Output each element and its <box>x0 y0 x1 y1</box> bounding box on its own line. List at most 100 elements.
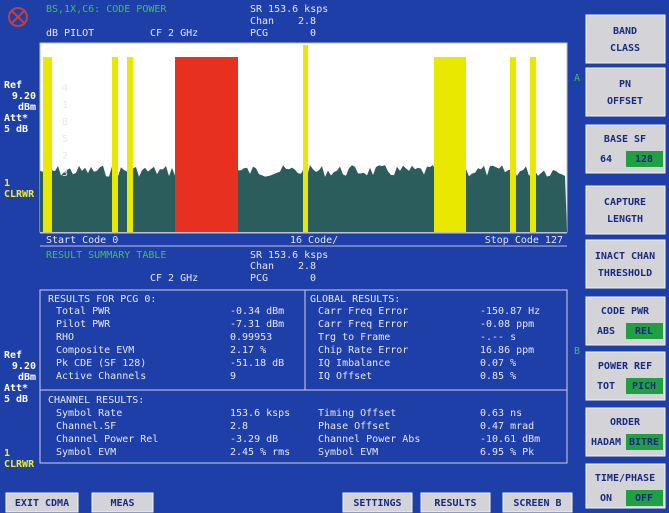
result-value: 0.99953 <box>230 332 272 343</box>
trace-mode: CLRWR <box>4 459 35 470</box>
softkey[interactable] <box>585 67 666 117</box>
hotkey[interactable] <box>91 492 154 513</box>
screen-title: BS,1X,C6: CODE POWER <box>46 4 167 15</box>
softkey[interactable] <box>585 14 666 64</box>
code-bar <box>112 57 118 232</box>
result-label: Pk CDE (SF 128) <box>56 358 146 369</box>
result-value: 153.6 ksps <box>230 408 290 419</box>
softkey[interactable] <box>585 185 666 235</box>
code-bar <box>303 45 308 232</box>
result-value: -3.29 dB <box>230 434 278 445</box>
result-label: Active Channels <box>56 371 146 382</box>
softkey-label: THRESHOLD <box>598 268 652 279</box>
result-label: Channel Power Rel <box>56 434 158 445</box>
hotkey-label: MEAS <box>110 498 134 509</box>
softkey-label: ORDER <box>610 417 641 428</box>
softkey-label: CODE PWR <box>601 306 650 317</box>
result-value: 2.17 % <box>230 345 266 356</box>
screen-marker: B <box>574 346 580 357</box>
results-box <box>39 289 568 464</box>
code-bar <box>127 57 133 232</box>
trace-number: 1 <box>4 178 10 189</box>
result-label: Pilot PWR <box>56 319 111 330</box>
result-label: Trg to Frame <box>318 332 390 343</box>
chan-label: Chan <box>250 16 274 27</box>
result-value: 2.8 <box>230 421 248 432</box>
channel-numbers: 4 1 8 5 2 3 <box>62 83 68 179</box>
hotkey[interactable] <box>5 492 79 513</box>
softkey-option: BITRE <box>629 437 659 448</box>
result-value: 2.45 % rms <box>230 447 290 458</box>
stop-code: Stop Code 127 <box>485 235 563 246</box>
logo <box>8 7 28 27</box>
trace-number: 1 <box>4 448 10 459</box>
channel-number: 5 <box>62 134 68 145</box>
trace-mode: CLRWR <box>4 189 35 200</box>
ref-level: 9.20 <box>12 91 36 102</box>
hotkey[interactable] <box>420 492 491 513</box>
channel-number: 1 <box>62 100 68 111</box>
y-unit: dB PILOT <box>46 28 94 39</box>
result-label: Total PWR <box>56 306 111 317</box>
code-bar <box>43 57 52 232</box>
result-value: -7.31 dBm <box>230 319 284 330</box>
channel-number: 3 <box>62 168 68 179</box>
result-value: -0.08 ppm <box>480 319 534 330</box>
table-title: RESULT SUMMARY TABLE <box>46 250 166 261</box>
result-value: -10.61 dBm <box>480 434 540 445</box>
ref-label: Ref <box>4 350 22 361</box>
result-label: Channel Power Abs <box>318 434 420 445</box>
softkey-option: ON <box>600 493 612 504</box>
result-value: -150.87 Hz <box>480 306 540 317</box>
result-label: IQ Imbalance <box>318 358 390 369</box>
softkey-option-active <box>626 434 663 450</box>
softkey-option: PICH <box>632 381 656 392</box>
hotkeys: EXIT CDMA MEAS SETTINGS RESULTS SCREEN B <box>5 492 573 513</box>
hotkey-label: SCREEN B <box>513 498 561 509</box>
chan-value: 2.8 <box>298 261 316 272</box>
hotkey-label: SETTINGS <box>353 498 401 509</box>
hotkey[interactable] <box>502 492 573 513</box>
ref-label: Ref <box>4 80 22 91</box>
pcg-value: 0 <box>310 273 316 284</box>
code-bar <box>510 57 516 232</box>
softkey-label: INACT CHAN <box>595 251 655 262</box>
ref-level: 9.20 <box>12 361 36 372</box>
softkey-label: BASE SF <box>604 134 646 145</box>
softkey-option: TOT <box>597 381 615 392</box>
att-value: 5 dB <box>4 124 28 135</box>
channel-number: 4 <box>62 83 68 94</box>
softkey[interactable] <box>585 239 666 289</box>
result-label: Chip Rate Error <box>318 345 408 356</box>
ref-unit: dBm <box>18 102 36 113</box>
result-label: RHO <box>56 332 74 343</box>
pcg-label: PCG <box>250 28 268 39</box>
hotkey[interactable] <box>342 492 413 513</box>
channel-number: 2 <box>62 151 68 162</box>
softkey-option: HADAM <box>591 437 621 448</box>
result-label: Symbol EVM <box>318 447 378 458</box>
result-value: -0.34 dBm <box>230 306 284 317</box>
result-label: Symbol Rate <box>56 408 122 419</box>
code-bar <box>530 57 536 232</box>
softkey-label: CLASS <box>610 43 640 54</box>
att-value: 5 dB <box>4 394 28 405</box>
softkey-label: TIME/PHASE <box>595 473 655 484</box>
section-title: RESULTS FOR PCG 0: <box>48 294 156 305</box>
selected-channel <box>175 57 238 232</box>
softkey-option-active <box>626 378 663 394</box>
result-label: Phase Offset <box>318 421 390 432</box>
softkey-label: LENGTH <box>607 214 643 225</box>
hotkey-label: EXIT CDMA <box>15 498 69 509</box>
results-rows: Total PWR -0.34 dBm Pilot PWR -7.31 dBm RHO 0… <box>56 306 540 458</box>
softkey-option: OFF <box>635 493 653 504</box>
softkey-option: 128 <box>635 154 653 165</box>
hotkey-label: RESULTS <box>434 498 476 509</box>
result-value: 6.95 % Pk <box>480 447 534 458</box>
softkey-label: BAND <box>613 26 637 37</box>
section-title: CHANNEL RESULTS: <box>48 395 144 406</box>
result-label: Composite EVM <box>56 345 134 356</box>
